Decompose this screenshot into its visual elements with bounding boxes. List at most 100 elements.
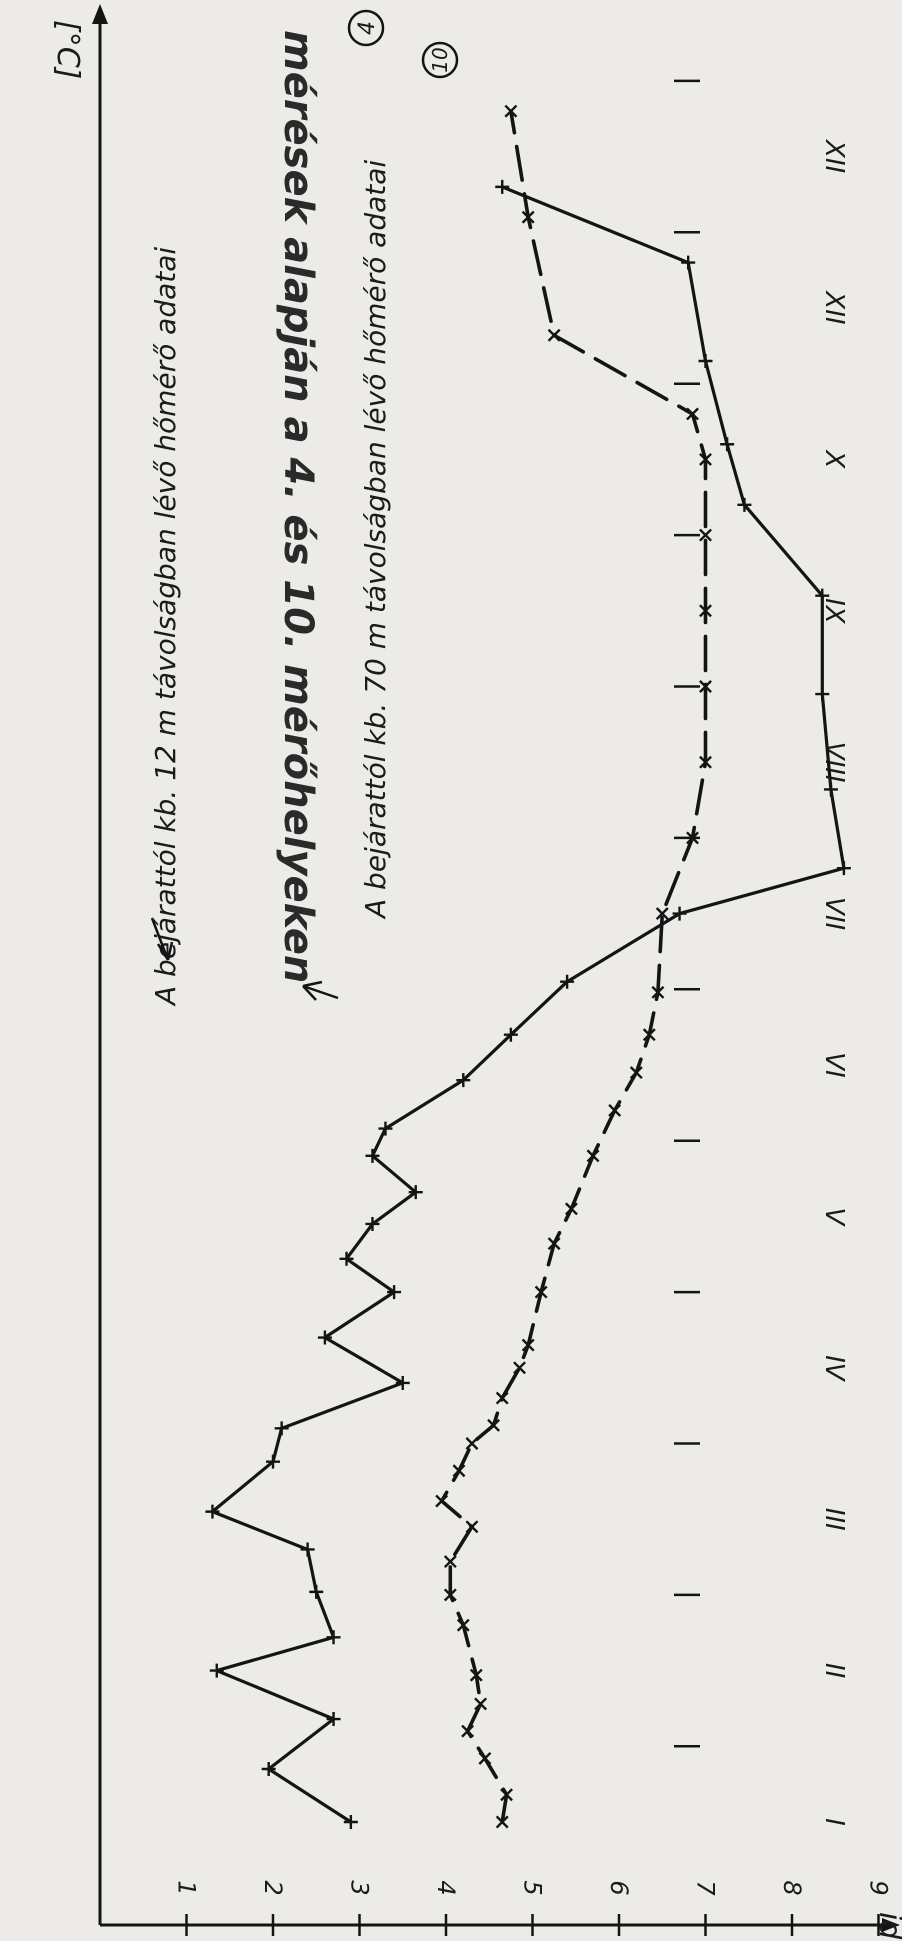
y-tick-label: 4 [432, 1880, 460, 1895]
x-tick-label: XII [819, 289, 849, 324]
data-point-marker [586, 1149, 600, 1163]
data-point-marker [443, 1588, 457, 1602]
data-point-marker [205, 1504, 220, 1519]
data-point-marker [408, 1185, 423, 1200]
data-point-marker [698, 353, 713, 368]
series-layer [205, 104, 851, 1829]
data-point-marker [309, 1584, 324, 1599]
data-point-marker [478, 1751, 492, 1765]
x-tick-label: VII [819, 897, 849, 930]
data-point-marker [495, 1391, 509, 1405]
data-point-marker [672, 906, 687, 921]
data-point-marker [461, 1724, 475, 1738]
x-tick-label: IV [819, 1355, 849, 1383]
data-point-marker [815, 588, 830, 603]
data-point-marker [521, 210, 535, 224]
x-tick-label: V [819, 1208, 849, 1228]
data-point-marker [686, 831, 699, 845]
y-tick-label: 3 [346, 1880, 374, 1895]
data-point-marker [317, 1330, 332, 1345]
data-point-marker [326, 1712, 341, 1727]
data-point-marker [699, 755, 712, 769]
data-point-marker [503, 1027, 518, 1042]
data-point-marker [266, 1454, 280, 1469]
data-point-marker [547, 328, 561, 342]
x-axis-label: id [872, 1912, 902, 1940]
data-point-marker [686, 407, 699, 421]
series-12m-end-circle [347, 9, 385, 47]
y-tick-label: 2 [259, 1880, 287, 1895]
data-point-marker [699, 528, 712, 542]
y-tick-label: 5 [519, 1880, 547, 1895]
data-point-marker [474, 1697, 488, 1711]
data-point-marker [823, 782, 838, 797]
y-tick-label: 9 [865, 1880, 893, 1895]
data-point-marker [326, 1630, 341, 1645]
series-70m-end-circle [421, 41, 459, 79]
data-point-marker [737, 497, 752, 512]
y-tick-label: 7 [692, 1880, 720, 1896]
data-point-marker [365, 1216, 380, 1231]
data-point-marker [642, 1028, 656, 1042]
data-point-marker [521, 1338, 535, 1352]
x-tick-label: XII [819, 138, 849, 173]
data-point-marker [209, 1663, 224, 1678]
data-point-marker [456, 1073, 471, 1088]
data-point-marker [465, 1520, 479, 1534]
y-axis-label: [°C] [50, 20, 85, 79]
data-point-marker [608, 1103, 622, 1117]
data-point-marker [456, 1618, 470, 1632]
data-point-marker [469, 1668, 483, 1682]
x-tick-label: II [819, 1663, 849, 1678]
data-point-marker [504, 104, 518, 118]
data-point-marker [495, 179, 510, 194]
data-point-marker [547, 1237, 561, 1251]
data-point-marker [564, 1202, 578, 1216]
x-tick-label: I [819, 1818, 849, 1826]
data-point-marker [261, 1762, 276, 1777]
data-point-marker [629, 1066, 643, 1080]
x-tick-label: VI [819, 1052, 849, 1077]
data-point-marker [395, 1375, 410, 1390]
annotations: A bejárattól kb. 12 m távolságban lévő h… [149, 9, 459, 1007]
x-tick-label: X [819, 448, 849, 469]
data-point-marker [513, 1361, 526, 1375]
data-point-marker [560, 974, 575, 989]
data-point-marker [378, 1121, 393, 1136]
series-70m-end-label: 10 [428, 47, 452, 72]
data-point-marker [487, 1418, 501, 1432]
data-point-marker [699, 452, 712, 466]
data-point-marker [651, 985, 665, 999]
x-axis-arrow-icon [882, 1918, 900, 1932]
series-12m-end-label: 4 [355, 21, 380, 35]
data-point-marker [339, 1251, 354, 1266]
y-tick-label: 8 [778, 1880, 806, 1895]
data-point-marker [343, 1815, 358, 1829]
series-line-12m [439, 109, 708, 1824]
data-point-marker [815, 687, 830, 702]
x-tick-label: VIII [819, 742, 849, 783]
series-70m-label: A bejárattól kb. 70 m távolságban lévő h… [359, 160, 392, 920]
data-point-marker [495, 1815, 509, 1829]
data-point-marker [655, 907, 669, 921]
data-point-marker [681, 255, 696, 270]
x-tick-label: IX [819, 598, 849, 625]
data-point-marker [365, 1148, 380, 1163]
chart-title: mérések alapján a 4. és 10. mérőhelyeken [275, 30, 321, 983]
data-point-marker [699, 604, 712, 618]
data-point-marker [274, 1421, 289, 1436]
data-point-marker [300, 1542, 315, 1557]
data-point-marker [452, 1464, 466, 1478]
y-axis-arrow-icon [92, 4, 108, 24]
x-tick-label: III [819, 1508, 849, 1531]
data-point-marker [465, 1437, 479, 1450]
y-tick-label: 1 [173, 1880, 201, 1895]
data-point-marker [435, 1494, 449, 1508]
data-point-marker [699, 680, 712, 693]
data-point-marker [387, 1285, 402, 1300]
data-point-marker [443, 1555, 457, 1569]
data-point-marker [836, 861, 851, 876]
